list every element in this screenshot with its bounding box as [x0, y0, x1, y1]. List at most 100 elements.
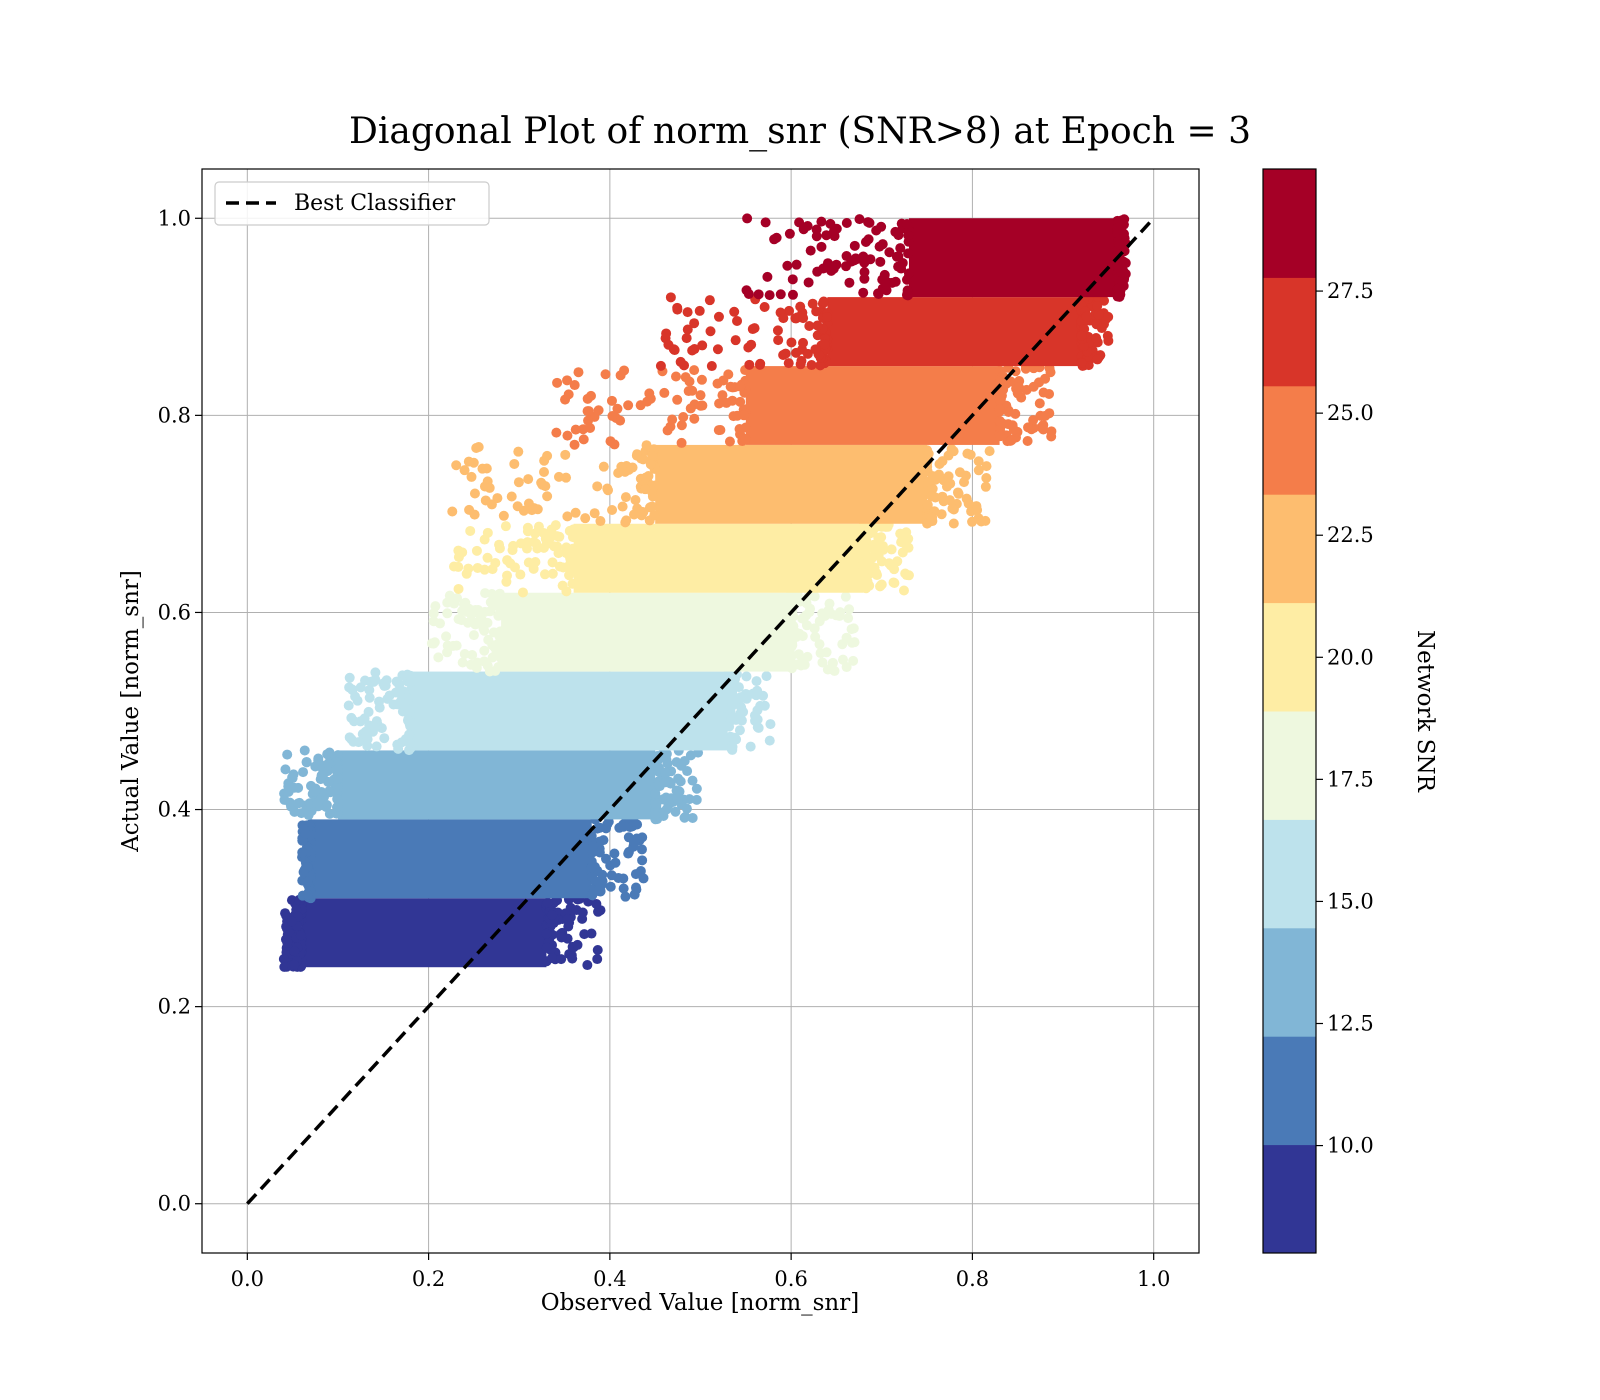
colorbar-tick-label: 12.5: [1327, 1012, 1374, 1036]
scatter-point: [963, 498, 974, 509]
scatter-point: [754, 359, 765, 370]
scatter-point: [936, 509, 947, 520]
scatter-point: [494, 631, 505, 642]
scatter-point: [818, 296, 829, 307]
colorbar-bin: [1263, 927, 1316, 1037]
plot-area: [201, 168, 1200, 1254]
scatter-point: [765, 719, 776, 730]
scatter-point: [837, 639, 848, 650]
scatter-point: [665, 292, 676, 303]
scatter-point: [973, 513, 984, 524]
scatter-point: [835, 607, 846, 618]
scatter-point: [655, 360, 666, 371]
scatter-point: [343, 700, 354, 711]
scatter-point: [881, 279, 892, 290]
scatter-point: [995, 431, 1006, 442]
scatter-point: [843, 613, 854, 624]
scatter-point: [877, 239, 888, 250]
scatter-point: [820, 610, 831, 621]
scatter-point: [541, 942, 552, 953]
scatter-point: [745, 741, 756, 752]
scatter-point: [995, 416, 1006, 427]
scatter-point: [738, 410, 749, 421]
scatter-point: [562, 430, 573, 441]
scatter-point: [863, 217, 874, 228]
scatter-point: [469, 488, 480, 499]
scatter-point: [528, 536, 539, 547]
scatter-point: [705, 326, 716, 337]
scatter-point: [841, 217, 852, 228]
scatter-point: [632, 819, 643, 830]
scatter-point: [629, 837, 640, 848]
point-band-core: [908, 218, 1118, 298]
scatter-point: [1001, 378, 1012, 389]
scatter-point: [815, 360, 826, 371]
scatter-point: [629, 509, 640, 520]
scatter-point: [494, 588, 505, 599]
scatter-point: [547, 953, 558, 964]
scatter-point: [594, 822, 605, 833]
scatter-point: [687, 385, 698, 396]
scatter-point: [321, 799, 332, 810]
scatter-point: [616, 461, 627, 472]
scatter-point: [944, 495, 955, 506]
scatter-point: [691, 783, 702, 794]
scatter-point: [554, 561, 565, 572]
scatter-point: [1116, 267, 1127, 278]
scatter-point: [684, 376, 695, 387]
scatter-point: [466, 609, 477, 620]
x-tick-label: 0.6: [774, 1267, 807, 1291]
scatter-point: [603, 485, 614, 496]
scatter-point: [821, 230, 832, 241]
scatter-point: [298, 867, 309, 878]
scatter-point: [798, 313, 809, 324]
scatter-point: [740, 422, 751, 433]
scatter-point: [749, 323, 760, 334]
scatter-point: [725, 381, 736, 392]
scatter-point: [344, 732, 355, 743]
scatter-point: [858, 522, 869, 533]
scatter-point: [1038, 387, 1049, 398]
scatter-point: [858, 540, 869, 551]
scatter-point: [378, 678, 389, 689]
scatter-point: [762, 271, 773, 282]
scatter-point: [743, 289, 754, 300]
scatter-point: [761, 671, 772, 682]
scatter-point: [618, 821, 629, 832]
scatter-points: [278, 213, 1132, 972]
scatter-point: [994, 404, 1005, 415]
scatter-point: [443, 642, 454, 653]
scatter-point: [901, 570, 912, 581]
scatter-point: [355, 682, 366, 693]
scatter-point: [796, 355, 807, 366]
scatter-point: [764, 290, 775, 301]
legend: Best Classifier: [214, 181, 490, 226]
scatter-point: [479, 656, 490, 667]
scatter-point: [787, 619, 798, 630]
x-tick-label: 0.0: [231, 1267, 264, 1291]
scatter-point: [893, 230, 904, 241]
scatter-point: [332, 801, 343, 812]
scatter-point: [714, 398, 725, 409]
chart-title: Diagonal Plot of norm_snr (SNR>8) at Epo…: [349, 111, 1251, 152]
scatter-point: [609, 439, 620, 450]
scatter-point: [562, 914, 573, 925]
scatter-point: [1028, 415, 1039, 426]
scatter-point: [465, 525, 476, 536]
scatter-point: [819, 339, 830, 350]
scatter-point: [837, 654, 848, 665]
scatter-point: [784, 305, 795, 316]
scatter-point: [562, 375, 573, 386]
scatter-point: [313, 753, 324, 764]
scatter-point: [704, 295, 715, 306]
scatter-point: [585, 390, 596, 401]
y-tick-label: 1.0: [158, 206, 191, 230]
scatter-point: [810, 631, 821, 642]
scatter-point: [1116, 215, 1127, 226]
scatter-point: [817, 657, 828, 668]
colorbar-tick-label: 20.0: [1327, 645, 1374, 669]
scatter-point: [302, 889, 313, 900]
scatter-point: [1012, 388, 1023, 399]
scatter-point: [980, 481, 991, 492]
scatter-point: [316, 770, 327, 781]
